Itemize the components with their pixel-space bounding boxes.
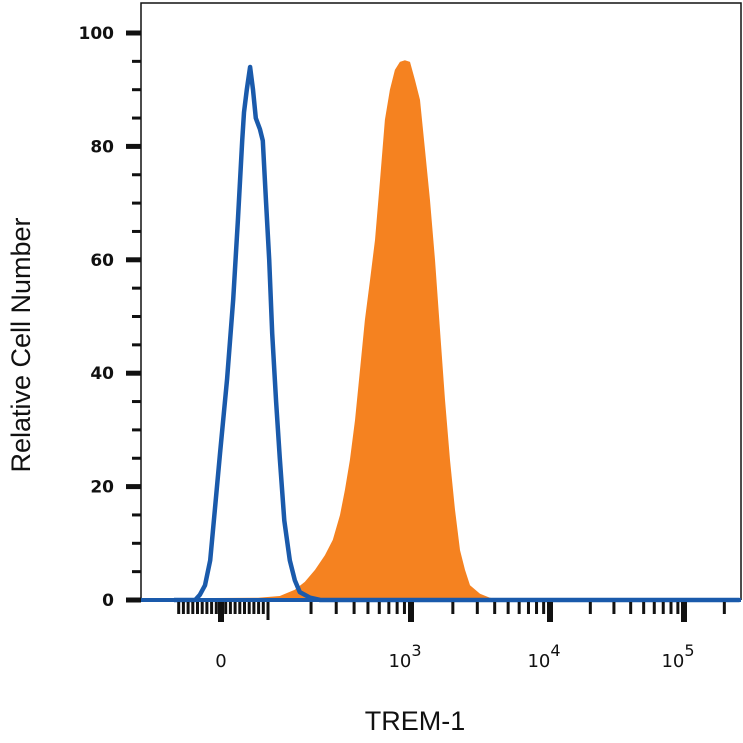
plot-frame [140, 2, 742, 600]
y-tick-label: 80 [90, 137, 114, 157]
outline-histogram-series [174, 64, 740, 603]
x-tick-base: 10 [388, 651, 411, 672]
y-tick-label: 60 [90, 251, 114, 271]
x-tick-base: 10 [661, 651, 684, 672]
x-tick-base: 0 [215, 651, 226, 672]
x-tick-exponent: 4 [550, 641, 560, 660]
filled-histogram-series [174, 60, 500, 600]
x-tick-label: 105 [661, 641, 694, 672]
x-tick-label: 0 [215, 651, 226, 672]
x-axis-title: TREM-1 [365, 706, 466, 736]
y-tick-label: 40 [90, 364, 114, 384]
x-tick-label: 103 [388, 641, 421, 672]
x-tick-label: 104 [527, 641, 560, 672]
y-tick-label: 0 [102, 591, 114, 611]
x-tick-base: 10 [527, 651, 550, 672]
y-axis-title: Relative Cell Number [6, 217, 36, 472]
y-tick-label: 100 [79, 24, 115, 44]
y-tick-label: 20 [90, 478, 114, 498]
series-layer [174, 60, 740, 603]
x-tick-exponent: 5 [684, 641, 694, 660]
x-tick-exponent: 3 [411, 641, 421, 660]
